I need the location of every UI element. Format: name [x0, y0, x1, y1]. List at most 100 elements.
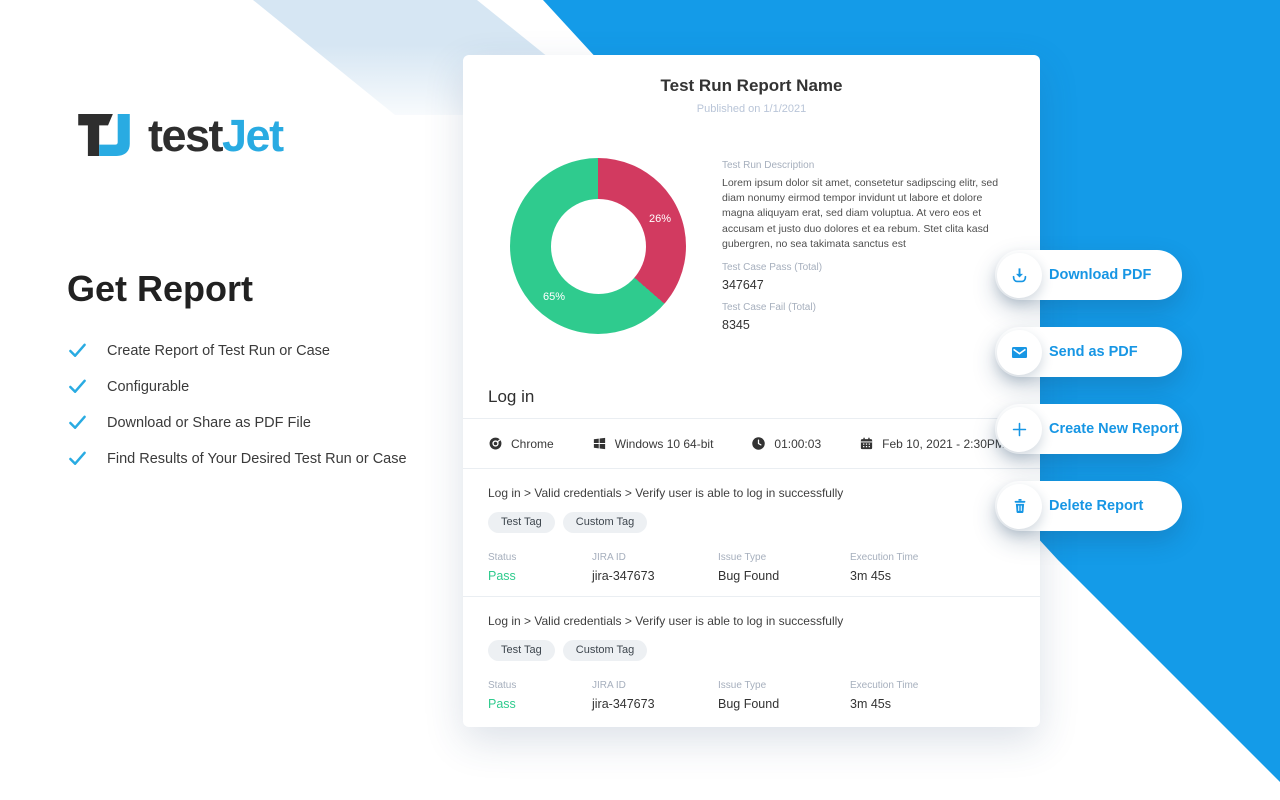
field-jira-id: JIRA ID jira-347673 — [592, 552, 718, 584]
field-execution-time: Execution Time 3m 45s — [850, 552, 1015, 584]
button-label: Send as PDF — [1049, 344, 1138, 360]
tag-pill: Test Tag — [488, 640, 555, 661]
test-case-fields: Status Pass JIRA ID jira-347673 Issue Ty… — [488, 680, 1015, 712]
plus-icon — [997, 406, 1042, 452]
fail-total-value: 8345 — [722, 318, 750, 333]
feature-label: Download or Share as PDF File — [107, 414, 311, 431]
feature-item: Find Results of Your Desired Test Run or… — [68, 449, 407, 468]
mail-icon — [997, 329, 1042, 375]
env-os-label: Windows 10 64-bit — [614, 436, 714, 451]
field-label: Execution Time — [850, 552, 919, 563]
env-duration-label: 01:00:03 — [774, 436, 822, 451]
feature-item: Configurable — [68, 377, 407, 396]
check-icon — [68, 413, 87, 432]
brand-word-accent: Jet — [222, 109, 284, 161]
brand-logo: testJet — [75, 106, 284, 164]
create-new-report-button[interactable]: Create New Report — [995, 404, 1182, 454]
test-case-row: Log in > Valid credentials > Verify user… — [463, 597, 1040, 724]
feature-label: Create Report of Test Run or Case — [107, 342, 330, 359]
jira-id-value: jira-347673 — [592, 697, 655, 711]
windows-icon — [592, 436, 607, 451]
page-title: Get Report — [67, 268, 254, 309]
issue-type-value: Bug Found — [718, 697, 780, 711]
field-jira-id: JIRA ID jira-347673 — [592, 680, 718, 712]
test-case-breadcrumb: Log in > Valid credentials > Verify user… — [488, 614, 844, 628]
feature-item: Download or Share as PDF File — [68, 413, 407, 432]
clock-icon — [751, 436, 766, 451]
check-icon — [68, 341, 87, 360]
feature-item: Create Report of Test Run or Case — [68, 341, 407, 360]
tag-pill: Custom Tag — [562, 640, 648, 661]
calendar-icon — [859, 436, 874, 451]
check-icon — [68, 377, 87, 396]
description-text: Lorem ipsum dolor sit amet, consetetur s… — [722, 177, 999, 250]
feature-list: Create Report of Test Run or Case Config… — [68, 341, 407, 468]
execution-time-value: 3m 45s — [850, 569, 891, 583]
report-title: Test Run Report Name — [660, 76, 843, 95]
field-label: Execution Time — [850, 680, 919, 691]
field-status: Status Pass — [488, 680, 592, 712]
pass-total-label: Test Case Pass (Total) — [722, 262, 823, 274]
issue-type-value: Bug Found — [718, 569, 780, 583]
field-execution-time: Execution Time 3m 45s — [850, 680, 1015, 712]
button-label: Download PDF — [1049, 267, 1152, 283]
field-status: Status Pass — [488, 552, 592, 584]
report-meta-column: Test Run Description Lorem ipsum dolor s… — [722, 160, 1009, 332]
field-issue-type: Issue Type Bug Found — [718, 680, 850, 712]
jira-id-value: jira-347673 — [592, 569, 655, 583]
field-label: JIRA ID — [592, 680, 626, 691]
donut-pass-label: 65% — [542, 291, 566, 303]
chrome-icon — [488, 436, 503, 451]
fail-total-label: Test Case Fail (Total) — [722, 302, 816, 314]
test-case-breadcrumb: Log in > Valid credentials > Verify user… — [488, 486, 844, 500]
send-as-pdf-button[interactable]: Send as PDF — [995, 327, 1182, 377]
test-case-fields: Status Pass JIRA ID jira-347673 Issue Ty… — [488, 552, 1015, 584]
field-label: Issue Type — [718, 680, 767, 691]
report-published-date: Published on 1/1/2021 — [696, 103, 807, 115]
trash-icon — [997, 483, 1042, 529]
tag-pill: Custom Tag — [562, 512, 648, 533]
tag-pill: Test Tag — [488, 512, 555, 533]
test-section-title: Log in — [488, 387, 535, 406]
tag-list: Test Tag Custom Tag — [488, 512, 1015, 533]
field-label: Status — [488, 680, 517, 691]
env-browser-label: Chrome — [511, 436, 554, 451]
pass-fail-donut: 26% 65% — [510, 158, 686, 334]
status-value: Pass — [488, 697, 516, 711]
delete-report-button[interactable]: Delete Report — [995, 481, 1182, 531]
field-label: Issue Type — [718, 552, 767, 563]
download-icon — [997, 252, 1042, 298]
feature-label: Configurable — [107, 378, 190, 395]
test-case-row: Log in > Valid credentials > Verify user… — [463, 469, 1040, 596]
divider — [463, 596, 1040, 597]
tag-list: Test Tag Custom Tag — [488, 640, 1015, 661]
download-pdf-button[interactable]: Download PDF — [995, 250, 1182, 300]
report-card: Test Run Report Name Published on 1/1/20… — [463, 55, 1040, 727]
report-header: Test Run Report Name Published on 1/1/20… — [463, 55, 1040, 116]
execution-time-value: 3m 45s — [850, 697, 891, 711]
divider — [463, 468, 1040, 469]
env-datetime: Feb 10, 2021 - 2:30PM — [859, 436, 1005, 451]
check-icon — [68, 449, 87, 468]
donut-fail-label: 26% — [648, 213, 672, 225]
field-label: Status — [488, 552, 517, 563]
description-label: Test Run Description — [722, 160, 815, 171]
button-label: Delete Report — [1049, 498, 1144, 514]
divider — [463, 418, 1040, 419]
status-value: Pass — [488, 569, 516, 583]
button-label: Create New Report — [1049, 421, 1179, 437]
brand-word-dark: test — [148, 109, 224, 161]
environment-bar: Chrome Windows 10 64-bit 01:00:03 Feb 10… — [463, 419, 1040, 468]
env-os: Windows 10 64-bit — [592, 436, 714, 451]
env-duration: 01:00:03 — [751, 436, 821, 451]
pass-total-value: 347647 — [722, 278, 764, 293]
report-summary-section: 26% 65% Test Run Description Lorem ipsum… — [463, 158, 1040, 334]
env-browser: Chrome — [488, 436, 554, 451]
feature-label: Find Results of Your Desired Test Run or… — [107, 450, 407, 467]
env-datetime-label: Feb 10, 2021 - 2:30PM — [882, 436, 1005, 451]
brand-wordmark: testJet — [148, 109, 284, 161]
field-label: JIRA ID — [592, 552, 626, 563]
field-issue-type: Issue Type Bug Found — [718, 552, 850, 584]
donut-hole — [550, 198, 646, 294]
testjet-logo-icon — [75, 106, 133, 164]
